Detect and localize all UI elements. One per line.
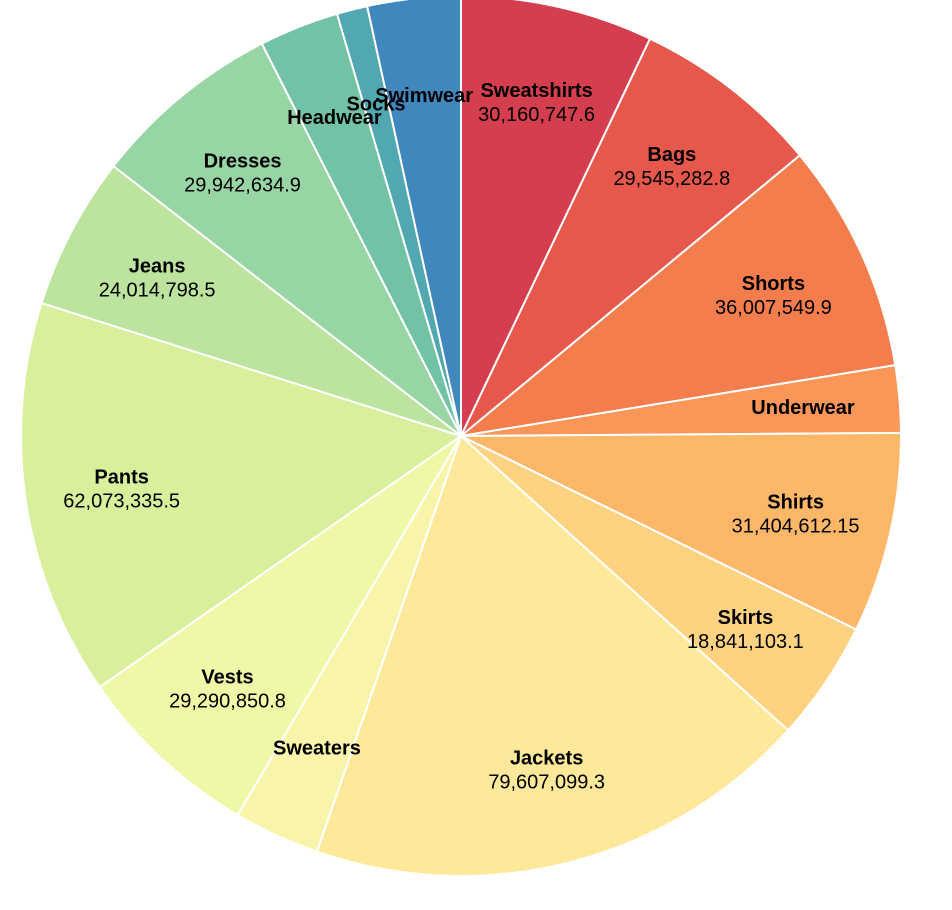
slice-label-sweaters: Sweaters <box>273 738 361 760</box>
slice-label-underwear: Underwear <box>751 397 855 419</box>
slice-label-socks: Socks <box>347 93 406 115</box>
slice-value-sweatshirts: 30,160,747.6 <box>478 104 595 126</box>
slice-label-jackets: Jackets 79,607,099.3 <box>488 747 605 793</box>
slice-label-pants: Pants 62,073,335.5 <box>63 466 180 512</box>
pie-slice-pants <box>20 301 464 689</box>
pie-slice-jeans <box>40 164 462 437</box>
slice-name-sweatshirts: Sweatshirts <box>480 80 592 102</box>
slice-value-skirts: 18,841,103.1 <box>687 631 804 653</box>
slice-value-vests: 29,290,850.8 <box>169 691 286 713</box>
slice-name-jeans: Jeans <box>129 255 186 277</box>
slice-name-shirts: Shirts <box>767 491 824 513</box>
slice-value-pants: 62,073,335.5 <box>63 490 180 512</box>
slice-value-bags: 29,545,282.8 <box>613 168 730 190</box>
pie-slice-swimwear <box>365 0 462 437</box>
slice-name-headwear: Headwear <box>287 107 382 129</box>
slice-label-swimwear: Swimwear <box>375 85 473 107</box>
pie-slice-sweatshirts <box>460 0 652 437</box>
slice-name-sweaters: Sweaters <box>273 738 361 760</box>
slice-value-jeans: 24,014,798.5 <box>99 279 216 301</box>
slice-label-sweatshirts: Sweatshirts 30,160,747.6 <box>478 80 595 126</box>
slice-name-jackets: Jackets <box>510 747 583 769</box>
slice-name-pants: Pants <box>94 466 148 488</box>
slice-label-vests: Vests 29,290,850.8 <box>169 667 286 713</box>
slice-label-bags: Bags 29,545,282.8 <box>613 144 730 190</box>
slice-value-jackets: 79,607,099.3 <box>488 771 605 793</box>
pie-slice-bags <box>460 37 802 437</box>
slice-name-swimwear: Swimwear <box>375 85 473 107</box>
slice-name-dresses: Dresses <box>204 150 282 172</box>
slice-label-shorts: Shorts 36,007,549.9 <box>715 273 832 319</box>
slices-layer <box>20 0 902 877</box>
pie-slice-shirts <box>460 431 902 631</box>
pie-slice-shorts <box>457 153 897 438</box>
slice-label-shirts: Shirts 31,404,612.15 <box>732 491 860 537</box>
slice-name-underwear: Underwear <box>751 397 855 419</box>
slice-label-skirts: Skirts 18,841,103.1 <box>687 607 804 653</box>
slice-value-shirts: 31,404,612.15 <box>732 515 860 537</box>
pie-slice-vests <box>98 435 462 817</box>
slice-value-dresses: 29,942,634.9 <box>184 174 301 196</box>
slice-value-shorts: 36,007,549.9 <box>715 297 832 319</box>
slice-name-shorts: Shorts <box>742 273 805 295</box>
slice-name-bags: Bags <box>647 144 696 166</box>
slice-name-vests: Vests <box>201 667 253 689</box>
slice-label-jeans: Jeans 24,014,798.5 <box>99 255 216 301</box>
slice-label-dresses: Dresses 29,942,634.9 <box>184 150 301 196</box>
pie-slice-dresses <box>112 42 462 437</box>
slice-name-socks: Socks <box>347 93 406 115</box>
pie-slice-jackets <box>315 434 790 877</box>
slice-name-skirts: Skirts <box>718 607 774 629</box>
slice-label-headwear: Headwear <box>287 107 382 129</box>
labels-layer: Sweatshirts 30,160,747.6 Bags 29,545,282.8 S… <box>63 80 859 793</box>
